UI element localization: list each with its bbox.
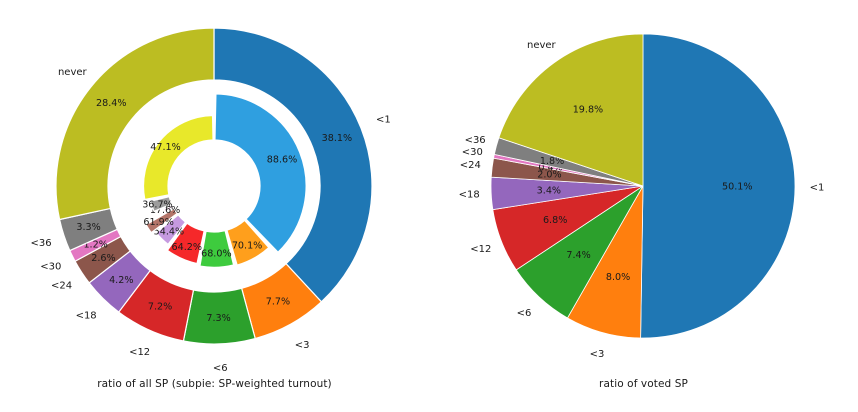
- sub-wedge-value-label: 68.0%: [201, 249, 231, 260]
- sub-wedge-value-label: 17.6%: [150, 205, 180, 216]
- category-label-lt18: <18: [76, 310, 97, 321]
- category-label-lt3: <3: [590, 349, 605, 360]
- wedge-value-label: 19.8%: [573, 105, 603, 116]
- chart-panel-voted-sp: 50.1% <1 8.0% <3 7.4% <6 6.8% <12 3.4% <18 2.0% <24…: [429, 0, 858, 412]
- category-label-lt12: <12: [470, 244, 491, 255]
- sub-wedge-value-label: 61.9%: [143, 217, 173, 228]
- caption-voted-sp: ratio of voted SP: [599, 378, 688, 390]
- outer-wedge-value-label: 7.2%: [148, 301, 172, 312]
- wedge-value-label: 2.0%: [537, 170, 561, 181]
- sub-wedge-value-label: 36.7%: [142, 200, 172, 211]
- wedge-value-label: 3.4%: [537, 186, 561, 197]
- outer-wedge-value-label: 3.3%: [76, 222, 100, 233]
- category-label-lt18: <18: [459, 189, 480, 200]
- category-label-lt36: <36: [465, 135, 486, 146]
- chart-panel-all-sp: 38.1% <1 88.6% 7.7% <3 70.1% 7.3% <6 68.0% 7.2% <1…: [31, 27, 391, 390]
- wedge-never[interactable]: [498, 33, 644, 187]
- category-label-lt24: <24: [460, 160, 481, 171]
- pie-voted-sp: 50.1% <1 8.0% <3 7.4% <6 6.8% <12 3.4% <18 2.0% <24…: [459, 33, 825, 360]
- category-label-never: never: [58, 67, 88, 78]
- sub-wedge-lt24[interactable]: [145, 207, 178, 234]
- outer-wedge-lt1[interactable]: [213, 27, 373, 303]
- outer-wedge-value-label: 4.2%: [109, 275, 133, 286]
- category-label-lt30: <30: [462, 147, 483, 158]
- category-label-lt3: <3: [295, 340, 310, 351]
- sub-wedge-never[interactable]: [142, 114, 214, 201]
- category-label-lt24: <24: [51, 280, 72, 291]
- sub-wedge-lt3[interactable]: [226, 219, 270, 266]
- sub-wedge-value-label: 54.4%: [154, 227, 184, 238]
- outer-wedge-value-label: 1.2%: [83, 239, 107, 250]
- category-label-lt1: <1: [810, 182, 825, 193]
- sub-wedge-value-label: 88.6%: [267, 154, 297, 165]
- sub-wedge-lt18[interactable]: [155, 214, 187, 246]
- sub-wedge-lt1[interactable]: [214, 93, 307, 254]
- sub-wedge-lt36[interactable]: [149, 195, 173, 213]
- wedge-lt1[interactable]: [640, 33, 796, 339]
- wedge-value-label: 8.0%: [606, 272, 630, 283]
- outer-wedge-value-label: 7.7%: [266, 296, 290, 307]
- sub-wedge-value-label: 70.1%: [232, 241, 262, 252]
- sub-wedge-lt12[interactable]: [166, 222, 205, 265]
- outer-wedge-value-label: 38.1%: [322, 133, 352, 144]
- wedge-value-label: 0.4%: [538, 163, 562, 174]
- outer-wedge-never[interactable]: [55, 27, 215, 221]
- sub-wedge-value-label: 64.2%: [172, 242, 202, 253]
- nested-pie-all-sp: 38.1% <1 88.6% 7.7% <3 70.1% 7.3% <6 68.0% 7.2% <1…: [31, 27, 391, 374]
- category-label-lt6: <6: [213, 363, 228, 374]
- category-label-lt12: <12: [129, 347, 150, 358]
- category-label-lt30: <30: [40, 262, 61, 273]
- wedge-value-label: 1.8%: [540, 156, 564, 167]
- sub-wedge-value-label: 47.1%: [150, 142, 180, 153]
- sub-wedge-lt6[interactable]: [199, 229, 235, 268]
- category-label-never: never: [527, 40, 557, 51]
- category-label-lt1: <1: [376, 115, 391, 126]
- sub-wedge-lt30[interactable]: [163, 204, 174, 213]
- category-label-lt36: <36: [31, 238, 52, 249]
- outer-wedge-value-label: 7.3%: [206, 313, 230, 324]
- caption-all-sp: ratio of all SP (subpie: SP-weighted tur…: [97, 378, 332, 390]
- category-label-lt6: <6: [517, 308, 532, 319]
- wedge-value-label: 7.4%: [566, 250, 590, 261]
- wedge-value-label: 6.8%: [543, 215, 567, 226]
- outer-wedge-value-label: 28.4%: [96, 98, 126, 109]
- wedge-value-label: 50.1%: [722, 182, 752, 193]
- outer-wedge-value-label: 2.6%: [91, 253, 115, 264]
